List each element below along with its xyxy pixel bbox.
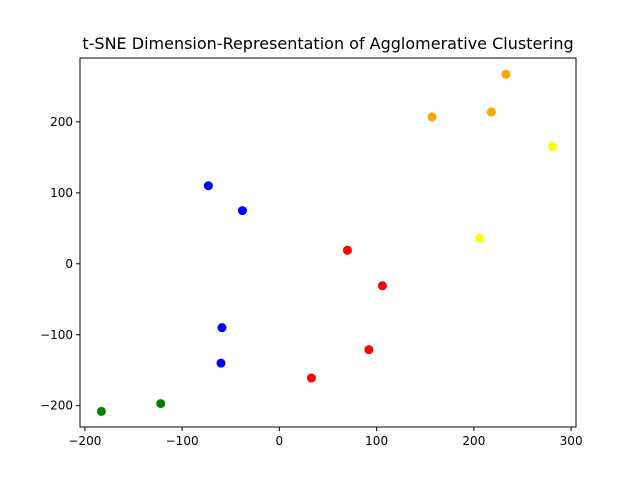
data-point-s3-p1 [475,233,485,243]
data-point-s2-p2 [501,69,511,79]
data-point-s4-p1 [156,399,166,409]
data-point-s2-p1 [486,107,496,117]
y-tick-label: 100 [50,186,73,200]
data-point-s3-p0 [548,142,558,152]
data-point-s4-p0 [96,406,106,416]
data-point-s1-p3 [306,373,316,383]
x-tick-label: 300 [560,434,583,448]
y-tick-label: 200 [50,115,73,129]
plot-area [96,69,558,416]
data-point-s0-p2 [217,323,227,333]
data-point-s1-p2 [364,345,374,355]
data-point-s1-p0 [342,245,352,255]
x-tick-label: 0 [276,434,284,448]
data-point-s1-p1 [377,281,387,291]
data-point-s0-p0 [203,181,213,191]
x-tick-label: −100 [166,434,199,448]
x-tick-label: −200 [68,434,101,448]
data-point-s2-p0 [427,112,437,122]
x-tick-label: 100 [365,434,388,448]
data-point-s0-p3 [216,358,226,368]
y-tick-label: −200 [40,399,73,413]
chart-title: t-SNE Dimension-Representation of Agglom… [82,34,573,53]
x-tick-label: 200 [462,434,485,448]
y-tick-label: 0 [65,257,73,271]
axes-frame [79,57,577,428]
axes: −200 −100 0 100 200 300 −200 −100 0 100 200 [40,57,583,448]
y-tick-label: −100 [40,328,73,342]
data-point-s0-p1 [237,206,247,216]
